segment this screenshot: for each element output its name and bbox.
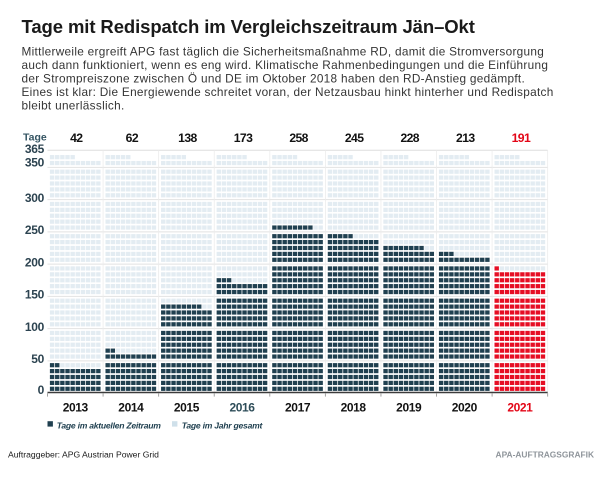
svg-text:2017: 2017 (285, 401, 311, 415)
svg-text:der Strompreiszone zwischen Ö: der Strompreiszone zwischen Ö und DE im … (22, 72, 526, 86)
svg-text:258: 258 (289, 131, 308, 145)
svg-text:173: 173 (234, 131, 253, 145)
svg-text:Auftraggeber: APG Austrian Pow: Auftraggeber: APG Austrian Power Grid (8, 450, 159, 460)
svg-text:2014: 2014 (118, 401, 144, 415)
svg-text:2015: 2015 (174, 401, 200, 415)
svg-text:APA-AUFTRAGSGRAFIK: APA-AUFTRAGSGRAFIK (496, 450, 594, 460)
svg-text:2018: 2018 (341, 401, 367, 415)
svg-text:200: 200 (25, 255, 45, 269)
svg-text:138: 138 (178, 131, 197, 145)
svg-text:2016: 2016 (229, 401, 255, 415)
svg-text:Tage mit Redispatch im Verglei: Tage mit Redispatch im Vergleichszeitrau… (22, 16, 475, 37)
svg-text:62: 62 (126, 131, 139, 145)
svg-text:Tage im aktuellen Zeitraum: Tage im aktuellen Zeitraum (57, 421, 162, 431)
svg-text:2013: 2013 (63, 401, 89, 415)
svg-text:250: 250 (25, 223, 45, 237)
svg-text:Tage: Tage (23, 132, 47, 144)
svg-text:100: 100 (25, 320, 45, 334)
svg-text:365: 365 (25, 142, 45, 156)
svg-text:auch dann funktioniert, wenn e: auch dann funktioniert, wenn es eng wird… (22, 58, 549, 72)
svg-text:0: 0 (38, 383, 45, 397)
svg-text:2021: 2021 (507, 401, 533, 415)
svg-text:Mittlerweile ergreift APG fast: Mittlerweile ergreift APG fast täglich d… (22, 44, 545, 58)
svg-text:42: 42 (70, 131, 83, 145)
svg-text:bleibt unerlässlich.: bleibt unerlässlich. (22, 99, 125, 113)
svg-text:2020: 2020 (452, 401, 478, 415)
svg-text:191: 191 (512, 131, 531, 145)
svg-text:245: 245 (345, 131, 364, 145)
svg-text:2019: 2019 (396, 401, 422, 415)
svg-text:50: 50 (31, 352, 44, 366)
svg-text:150: 150 (25, 288, 45, 302)
svg-text:228: 228 (400, 131, 419, 145)
svg-text:300: 300 (25, 191, 45, 205)
svg-text:Eines ist klar: Die Energiewen: Eines ist klar: Die Energiewende schreit… (22, 85, 554, 99)
svg-text:Tage im Jahr gesamt: Tage im Jahr gesamt (182, 421, 264, 431)
svg-text:213: 213 (456, 131, 475, 145)
svg-text:350: 350 (25, 156, 45, 170)
